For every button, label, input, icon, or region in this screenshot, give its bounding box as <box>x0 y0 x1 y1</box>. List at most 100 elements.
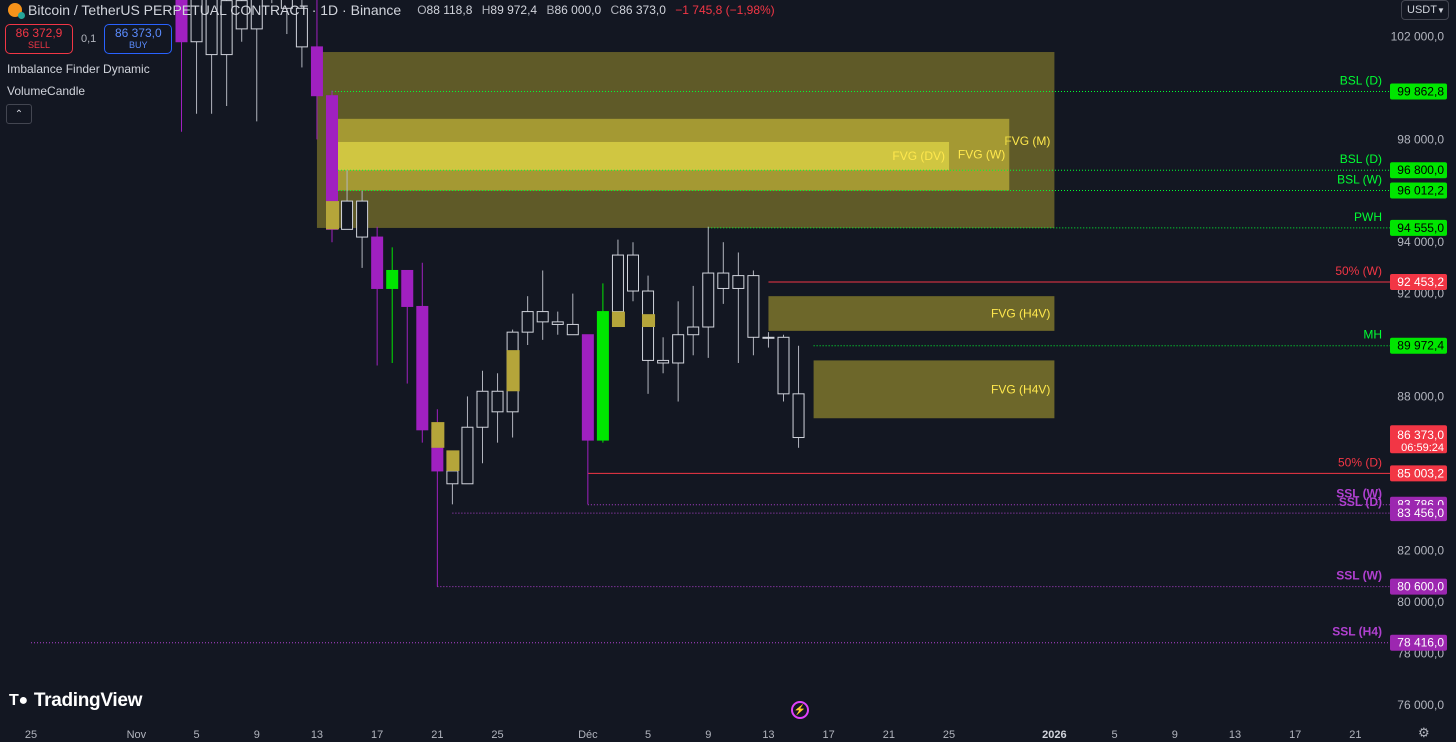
level-price-tag <box>1390 273 1447 290</box>
level-price-text: 89 972,4 <box>1397 339 1444 353</box>
candle-body <box>310 46 323 97</box>
countdown-text: 06:59:24 <box>1401 442 1444 454</box>
candle-body <box>717 272 730 289</box>
trade-buttons: 86 372,9 SELL 0,1 86 373,0 BUY <box>5 24 173 54</box>
spread-value: 0,1 <box>81 33 97 45</box>
change-value: −1 745,8 (−1,98%) <box>675 3 775 17</box>
candle-body <box>476 390 489 428</box>
collapse-indicators-button[interactable]: ⌃ <box>6 104 32 124</box>
candle-body <box>762 336 775 339</box>
candle-body <box>401 269 414 307</box>
candle-body <box>446 470 459 485</box>
level-price-text: 80 600,0 <box>1397 580 1444 594</box>
liquidity-label: 50% (D) <box>1338 455 1382 469</box>
lightning-icon[interactable]: ⚡ <box>791 701 809 719</box>
symbol-title[interactable]: Bitcoin / TetherUS PERPETUAL CONTRACT · … <box>28 2 402 18</box>
candle-body <box>551 321 564 325</box>
level-price-tag <box>1390 578 1447 595</box>
time-axis[interactable]: 25 Nov 5 9 13 17 21 25 Déc 5 9 13 17 21 25 2026 5 9 13 17 21 <box>0 722 1456 742</box>
time-tick-label: Déc <box>578 729 598 741</box>
indicator-volume-candle[interactable]: VolumeCandle <box>7 84 86 98</box>
time-tick-label: 5 <box>1112 729 1118 741</box>
candle-body <box>371 236 384 289</box>
candle-body <box>687 326 700 336</box>
time-tick-label: 17 <box>371 729 383 741</box>
price-axis[interactable]: 102 000,0 98 000,0 94 000,0 92 000,0 88 000,… <box>1390 0 1456 742</box>
price-tick-label: 102 000,0 <box>1391 30 1445 44</box>
symbol-header[interactable]: Bitcoin / TetherUS PERPETUAL CONTRACT · … <box>8 2 775 19</box>
price-tick-label: 98 000,0 <box>1397 132 1444 146</box>
level-price-text: 83 456,0 <box>1397 506 1444 520</box>
candle-body <box>596 311 609 441</box>
chevron-up-icon: ⌃ <box>14 108 24 120</box>
liquidity-label: SSL (D) <box>1339 495 1382 509</box>
candle-body <box>581 334 594 441</box>
candle-body <box>792 393 805 439</box>
candle-body <box>250 0 263 30</box>
candles <box>175 0 805 587</box>
liquidity-label: SSL (W) <box>1336 569 1382 583</box>
candle-body <box>702 272 715 328</box>
bitcoin-icon <box>8 3 25 19</box>
liquidity-label: MH <box>1363 328 1382 342</box>
level-price-tag <box>1390 182 1447 199</box>
candle-body <box>566 323 579 336</box>
price-tick-label: 88 000,0 <box>1397 389 1444 403</box>
gear-icon[interactable]: ⚙ <box>1418 725 1430 740</box>
level-price-text: 94 555,0 <box>1397 221 1444 235</box>
time-tick-label: Nov <box>127 729 147 741</box>
buy-button[interactable]: 86 373,0 BUY <box>104 24 173 54</box>
level-price-tag <box>1390 83 1447 100</box>
sell-button[interactable]: 86 372,9 SELL <box>5 24 73 54</box>
volume-candle-overlay <box>431 422 445 448</box>
price-tick-label: 92 000,0 <box>1397 287 1444 301</box>
level-price-text: 92 453,2 <box>1397 275 1444 289</box>
candle-body <box>732 275 745 289</box>
fvg-zone <box>332 141 950 171</box>
time-tick-label: 2026 <box>1042 729 1066 741</box>
liquidity-label: BSL (D) <box>1340 152 1382 166</box>
liquidity-label: SSL (W) <box>1336 487 1382 501</box>
liquidity-label: 50% (W) <box>1335 264 1382 278</box>
candle-body <box>747 275 760 338</box>
candle-body <box>536 311 549 323</box>
candle-body <box>777 336 790 395</box>
time-tick-label: 5 <box>645 729 651 741</box>
time-tick-label: 9 <box>705 729 711 741</box>
candle-body <box>521 311 534 333</box>
candle-body <box>356 200 369 238</box>
candle-body <box>235 0 248 30</box>
fvg-zone <box>768 296 1055 331</box>
level-price-tag <box>1390 505 1447 522</box>
candle-body <box>295 7 308 48</box>
liquidity-label: BSL (D) <box>1340 74 1382 88</box>
candle-body <box>341 200 354 230</box>
time-tick-label: 21 <box>1349 729 1361 741</box>
fvg-zone <box>813 360 1055 419</box>
price-tick-label: 76 000,0 <box>1397 698 1444 712</box>
time-tick-label: 25 <box>491 729 503 741</box>
time-tick-label: 25 <box>943 729 955 741</box>
liquidity-label: PWH <box>1354 210 1382 224</box>
volume-candle-overlay <box>326 201 339 230</box>
candle-body <box>205 0 218 56</box>
candle-body <box>627 254 639 292</box>
level-price-text: 96 012,2 <box>1397 183 1444 197</box>
level-price-text: 78 416,0 <box>1397 636 1444 650</box>
price-axis-bg <box>1390 0 1456 742</box>
time-tick-label: 13 <box>311 729 323 741</box>
indicator-imbalance-finder[interactable]: Imbalance Finder Dynamic <box>7 62 150 76</box>
candle-body <box>220 0 233 56</box>
chevron-down-icon: ▼ <box>1436 5 1445 15</box>
level-price-tag <box>1390 634 1447 651</box>
time-tick-label: 5 <box>193 729 199 741</box>
tradingview-logo: T● TradingView <box>9 690 143 711</box>
fvg-zone-label: FVG (DV) <box>892 149 945 163</box>
currency-selector[interactable]: USDT ▼ <box>1401 0 1449 20</box>
time-tick-label: 9 <box>1172 729 1178 741</box>
candle-body <box>175 0 188 43</box>
last-price-tag <box>1390 425 1447 454</box>
time-tick-label: 21 <box>883 729 895 741</box>
candle-body <box>386 269 399 289</box>
